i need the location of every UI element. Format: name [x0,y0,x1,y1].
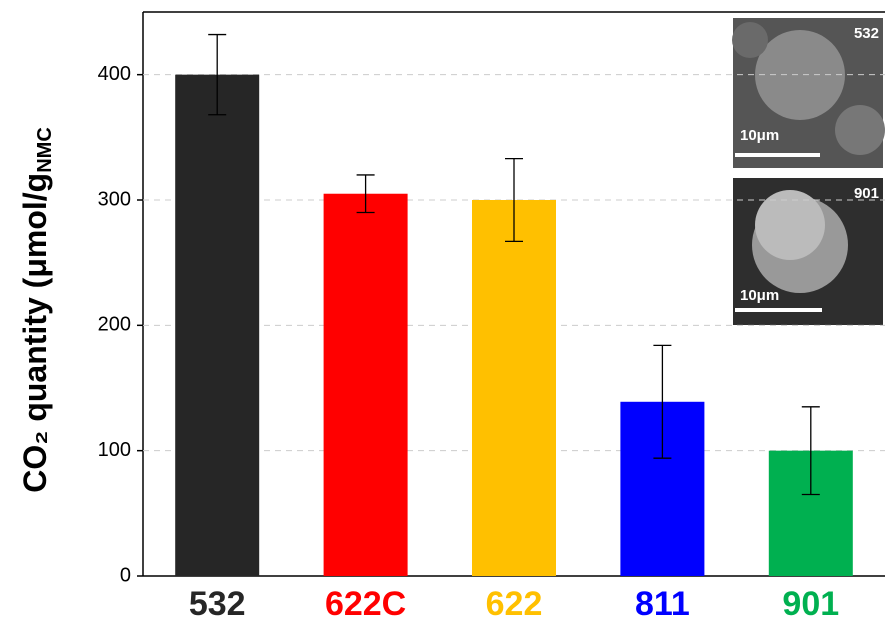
scale-label: 10μm [740,287,779,304]
y-label-sub: NMC [34,127,56,173]
bar [472,200,556,576]
particle [755,30,845,120]
y-label-main: CO₂ quantity (μmol/g [17,173,53,493]
scale-label: 10μm [740,127,779,144]
x-tick-label: 622 [486,585,543,623]
y-tick-label: 0 [120,564,131,586]
y-tick-label: 100 [98,439,131,461]
inset-label: 901 [854,185,879,202]
x-tick-label: 901 [782,585,839,623]
x-tick-label: 532 [189,585,246,623]
y-tick-label: 300 [98,188,131,210]
particle [732,22,768,58]
bar [323,193,408,576]
particle [835,105,885,155]
y-tick-label: 400 [98,63,131,85]
bar [175,74,260,577]
y-axis-label: CO₂ quantity (μmol/gNMC [17,127,56,493]
x-tick-label: 811 [635,585,690,623]
inset-1 [732,18,885,168]
inset-label: 532 [854,25,879,42]
y-tick-label: 200 [98,314,131,336]
particle [755,190,825,260]
inset-2 [733,178,883,325]
x-tick-label: 622C [325,585,406,623]
